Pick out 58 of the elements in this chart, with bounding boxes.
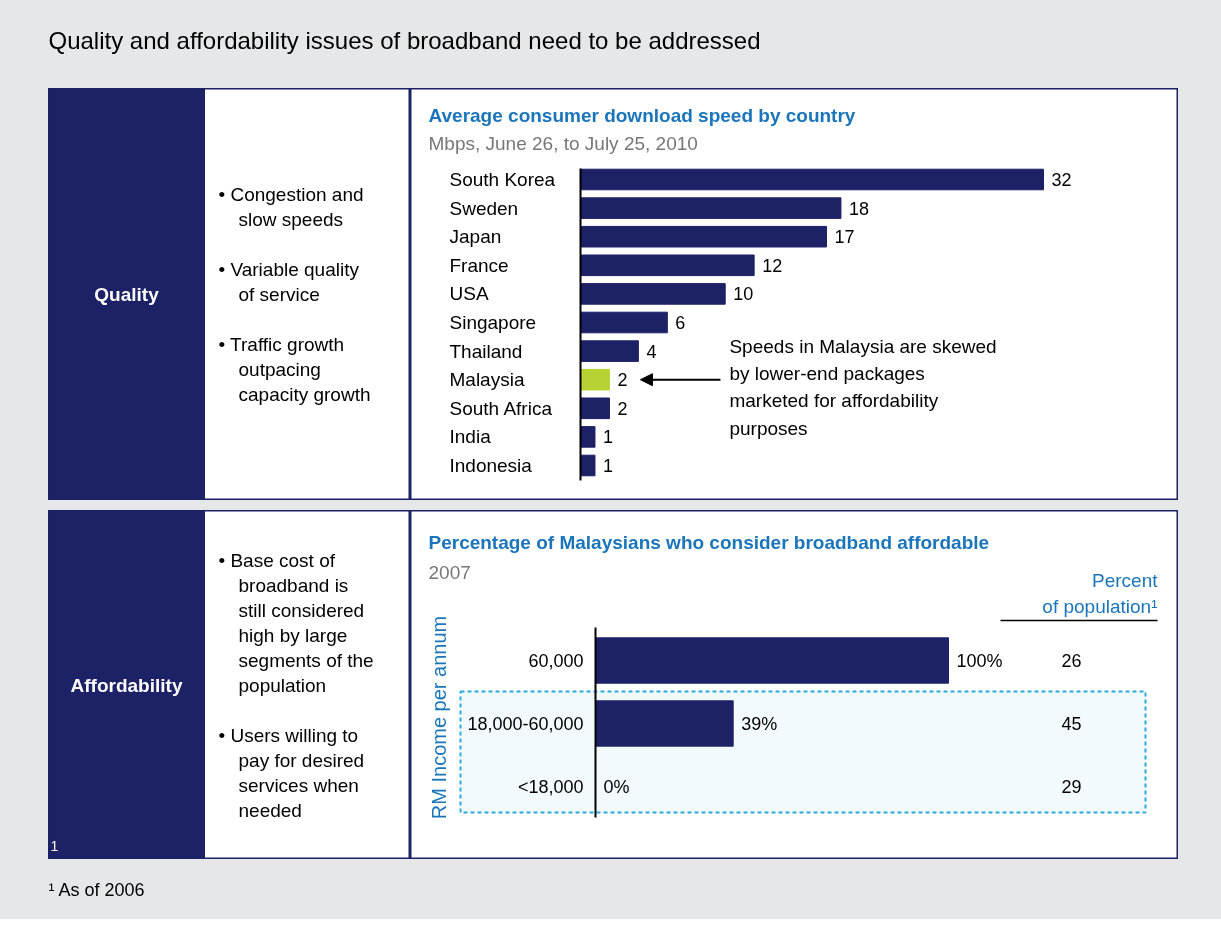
- chart-subtitle: 2007: [428, 562, 471, 583]
- y-tick-label: Indonesia: [449, 455, 533, 476]
- bar: [580, 340, 639, 362]
- y-tick-label: Sweden: [449, 197, 519, 219]
- y-tick-label: Thailand: [449, 340, 523, 362]
- data-label: 17: [834, 227, 855, 248]
- data-label: 10: [733, 284, 754, 305]
- text: 45: [1061, 714, 1082, 734]
- text: • Base cost of broadband is still considered high by large segments of the population: [218, 549, 374, 696]
- text: • Variable quality of service: [218, 259, 360, 305]
- y-tick-label: Singapore: [449, 312, 537, 333]
- bar: [580, 197, 842, 219]
- data-label: 12: [762, 255, 783, 276]
- y-tick-label: South Africa: [449, 397, 553, 419]
- text: Affordability: [70, 674, 183, 696]
- data-label: 1: [602, 456, 613, 476]
- bar: [580, 426, 596, 448]
- bar: [580, 368, 610, 391]
- text: ¹ As of 2006: [48, 879, 145, 900]
- chart-title: Average consumer download speed by country: [428, 105, 856, 126]
- text: 29: [1061, 777, 1082, 797]
- data-label: 100%: [956, 650, 1003, 671]
- y-axis-title: RM Income per annum: [427, 615, 450, 820]
- data-label: 6: [675, 313, 686, 333]
- text: • Users willing to pay for desired services when needed: [218, 724, 365, 821]
- bar: [580, 168, 1044, 191]
- data-label: 2: [617, 398, 628, 419]
- data-label: 4: [646, 341, 657, 362]
- text: • Congestion and slow speeds: [218, 184, 364, 230]
- text: Quality and affordability issues of broadband need to be addressed: [48, 27, 761, 54]
- text: Percent of population¹: [1042, 570, 1159, 617]
- y-tick-label: France: [449, 254, 509, 276]
- y-tick-label: India: [449, 426, 492, 448]
- y-tick-label: Japan: [449, 226, 502, 248]
- y-tick-label: USA: [449, 283, 489, 305]
- y-tick-label: 18,000-60,000: [467, 714, 584, 734]
- text: Quality: [94, 284, 160, 305]
- y-tick-label: South Korea: [449, 169, 556, 190]
- bar: [580, 397, 610, 420]
- bar: [580, 225, 827, 248]
- data-label: 39%: [741, 713, 778, 734]
- y-tick-label: 60,000: [528, 651, 584, 671]
- data-label: 18: [848, 198, 869, 219]
- annotation: Speeds in Malaysia are skewed by lower-end packages marketed for affordability purposes: [729, 335, 997, 439]
- data-label: 0%: [603, 776, 630, 797]
- chart-subtitle: Mbps, June 26, to July 25, 2010: [428, 133, 698, 154]
- text: • Traffic growth outpacing capacity growth: [218, 334, 371, 405]
- bar: [580, 254, 755, 277]
- data-label: 1: [602, 427, 613, 448]
- bar: [580, 311, 668, 334]
- data-label: 32: [1051, 170, 1072, 190]
- data-label: 2: [617, 370, 628, 391]
- y-tick-label: <18,000: [517, 776, 584, 797]
- text: 1: [50, 837, 59, 854]
- chart-title: Percentage of Malaysians who consider broadband affordable: [428, 532, 990, 553]
- text: 26: [1061, 651, 1082, 671]
- bar: [580, 283, 726, 305]
- y-tick-label: Malaysia: [449, 369, 525, 391]
